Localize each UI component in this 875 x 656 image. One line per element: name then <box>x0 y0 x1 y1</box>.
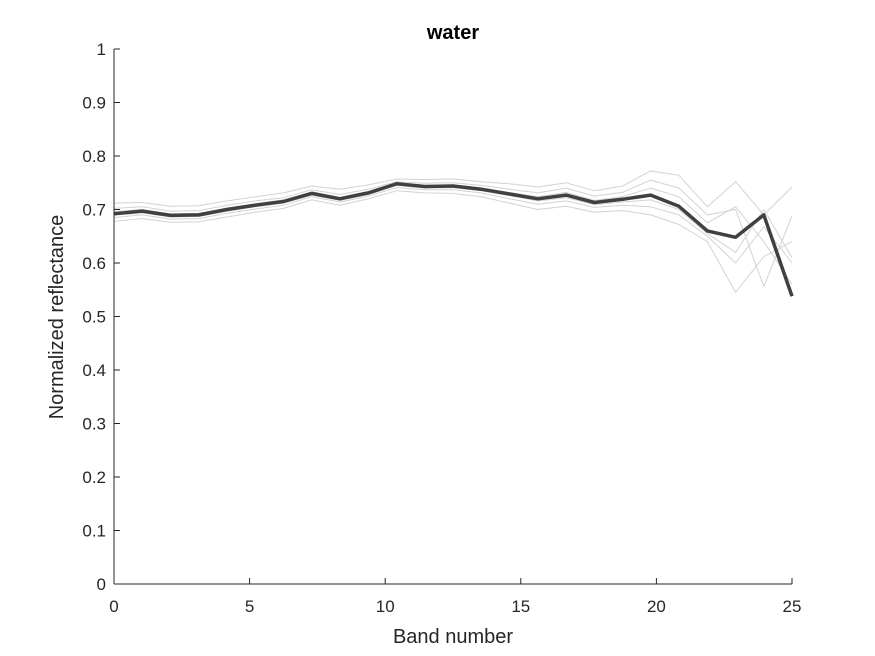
sample-series-line-4 <box>113 187 793 264</box>
y-axis-ticks: 0 0.1 0.2 0.3 0.4 0.5 0.6 0.7 0.8 0.9 1 <box>82 40 120 594</box>
y-tick-label: 1 <box>97 40 106 59</box>
y-tick-label: 0.9 <box>82 94 106 113</box>
y-tick-label: 0.6 <box>82 254 106 273</box>
y-tick-label: 0.7 <box>82 201 106 220</box>
x-tick-label: 25 <box>783 597 802 616</box>
x-tick-label: 15 <box>511 597 530 616</box>
y-tick-label: 0.3 <box>82 415 106 434</box>
x-tick-label: 20 <box>647 597 666 616</box>
x-axis-ticks: 0 5 10 15 20 25 <box>109 578 801 616</box>
y-tick-label: 0.1 <box>82 522 106 541</box>
mean-spectrum <box>113 182 794 297</box>
sample-series-line-3 <box>113 179 793 287</box>
chart-title: water <box>426 22 479 44</box>
y-tick-label: 0 <box>97 575 106 594</box>
sample-series-line-1 <box>113 170 793 216</box>
sample-series-line-2 <box>113 190 793 293</box>
x-axis-label: Band number <box>393 626 513 648</box>
y-tick-label: 0.5 <box>82 308 106 327</box>
x-tick-label: 5 <box>245 597 254 616</box>
mean-series-line <box>113 182 794 297</box>
y-tick-label: 0.4 <box>82 361 106 380</box>
x-tick-label: 10 <box>376 597 395 616</box>
y-tick-label: 0.8 <box>82 147 106 166</box>
y-axis-label: Normalized reflectance <box>46 215 68 420</box>
x-tick-label: 0 <box>109 597 118 616</box>
y-tick-label: 0.2 <box>82 468 106 487</box>
